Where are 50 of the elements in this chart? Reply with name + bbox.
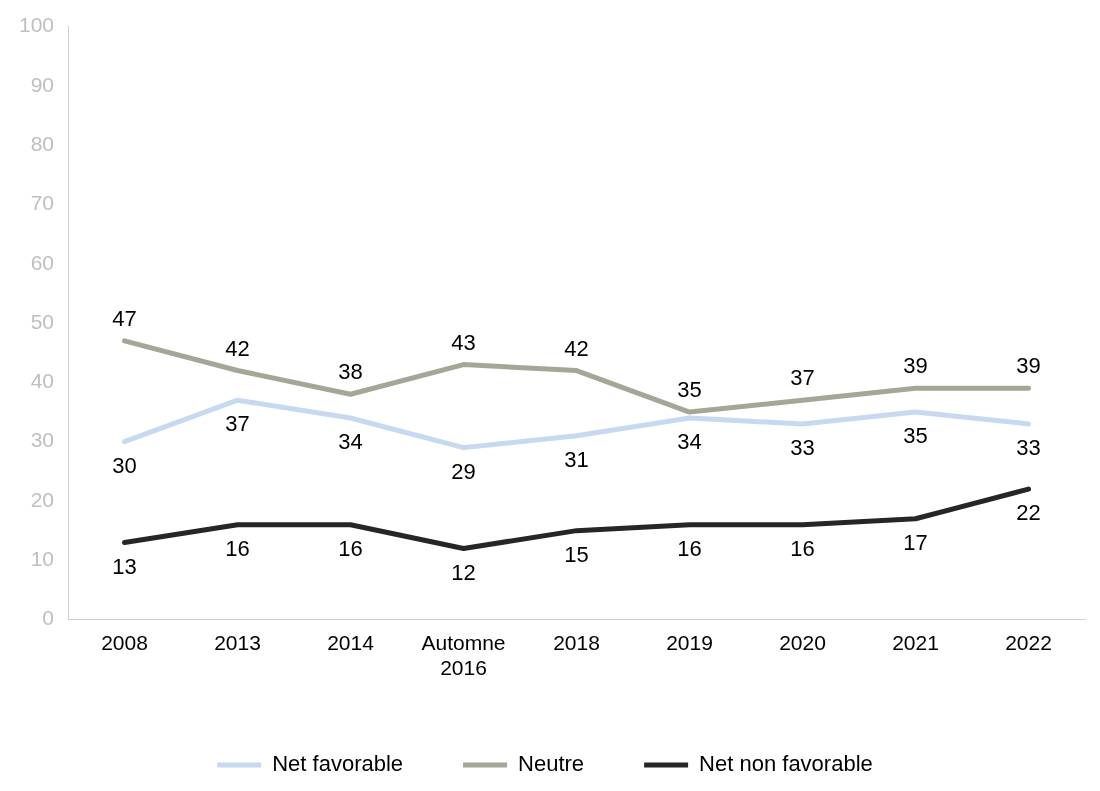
x-tick-label: 2013 (214, 631, 261, 654)
data-label: 33 (1016, 434, 1041, 460)
y-tick-label: 80 (30, 132, 55, 155)
data-label: 17 (903, 529, 928, 555)
data-label: 12 (451, 559, 476, 585)
data-label: 16 (677, 535, 702, 561)
data-label: 37 (790, 365, 815, 391)
y-tick-label: 90 (30, 72, 55, 96)
x-tick-label: 2014 (327, 631, 375, 654)
x-tick-label: 2022 (1005, 631, 1052, 654)
data-label: 34 (677, 429, 702, 455)
data-label: 39 (903, 353, 928, 379)
y-tick-label: 60 (30, 250, 55, 274)
x-tick-label: 2008 (101, 631, 148, 654)
y-tick-label: 20 (30, 487, 55, 511)
y-tick-label: 70 (30, 191, 55, 215)
y-tick-label: 30 (30, 428, 55, 452)
data-label: 37 (225, 411, 250, 437)
data-label: 42 (225, 335, 250, 361)
data-label: 35 (903, 423, 928, 449)
data-label: 30 (112, 452, 137, 478)
data-label: 38 (338, 359, 363, 385)
data-label: 39 (1016, 353, 1041, 379)
x-tick-label: Automne 2016 (421, 631, 506, 680)
data-label: 42 (564, 335, 589, 361)
data-label: 22 (1016, 500, 1041, 526)
y-tick-label: 100 (18, 13, 55, 37)
data-label: 16 (338, 535, 363, 561)
data-label: 34 (338, 429, 363, 455)
data-label: 35 (677, 377, 702, 403)
data-label: 13 (112, 553, 137, 579)
x-tick-label: 2020 (779, 631, 826, 654)
data-label: 29 (451, 458, 476, 484)
data-label: 33 (790, 434, 815, 460)
data-label: 47 (112, 305, 137, 331)
y-tick-label: 0 (42, 606, 55, 630)
y-tick-label: 10 (30, 547, 55, 571)
x-tick-label: 2018 (553, 631, 600, 654)
data-label: 16 (225, 535, 250, 561)
data-label: 15 (564, 541, 589, 567)
x-tick-label: 2021 (892, 631, 939, 654)
x-tick-label: 2019 (666, 631, 713, 654)
legend-label: Neutre (518, 751, 585, 777)
y-tick-label: 50 (30, 309, 55, 333)
data-label: 16 (790, 535, 815, 561)
y-tick-label: 40 (30, 369, 55, 393)
data-label: 43 (451, 329, 476, 355)
data-label: 31 (564, 446, 589, 472)
legend-label: Net non favorable (699, 751, 873, 777)
legend-label: Net favorable (272, 751, 404, 777)
